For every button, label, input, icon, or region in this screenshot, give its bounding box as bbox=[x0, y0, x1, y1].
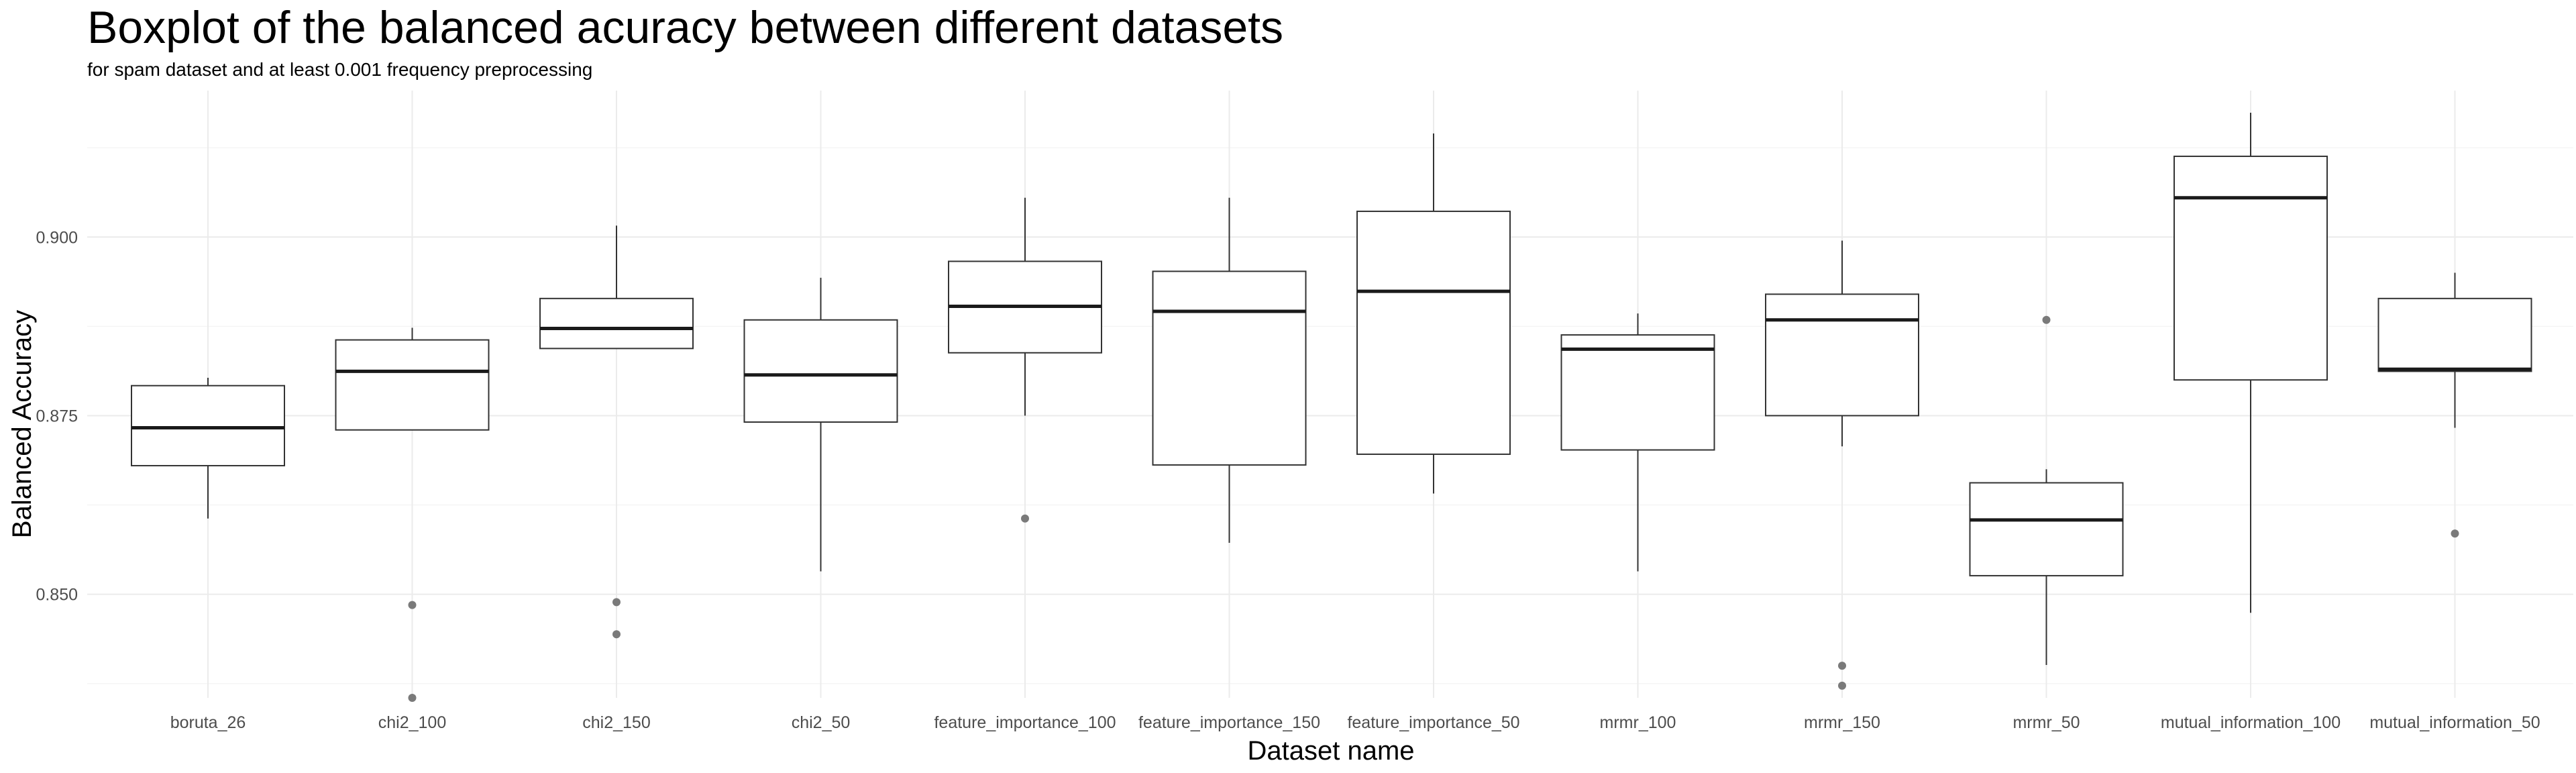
box-body bbox=[743, 319, 898, 423]
outlier-point bbox=[2042, 315, 2051, 324]
outlier-point bbox=[408, 694, 417, 702]
box-body bbox=[2174, 155, 2328, 381]
box-body bbox=[539, 297, 694, 350]
x-tick-label: mrmr_150 bbox=[1804, 713, 1880, 732]
y-axis-ticks: 0.850 0.875 0.900 bbox=[36, 228, 78, 604]
outlier-point bbox=[2451, 529, 2459, 538]
box-mutual_information_50 bbox=[2377, 272, 2532, 538]
box-feature_importance_150 bbox=[1152, 197, 1307, 543]
outlier-point bbox=[408, 601, 417, 609]
outlier-point bbox=[1021, 514, 1029, 523]
box-mrmr_150 bbox=[1765, 240, 1919, 690]
y-tick-label: 0.875 bbox=[36, 407, 78, 425]
box-mrmr_50 bbox=[1969, 315, 2124, 666]
x-tick-label: chi2_100 bbox=[378, 713, 446, 732]
outlier-point bbox=[1838, 681, 1846, 690]
box-mrmr_100 bbox=[1560, 313, 1715, 572]
x-tick-label: mutual_information_100 bbox=[2161, 713, 2341, 732]
box-chi2_150 bbox=[539, 225, 694, 639]
x-axis-title: Dataset name bbox=[1247, 736, 1414, 766]
x-tick-label: mutual_information_50 bbox=[2369, 713, 2540, 732]
box-boruta_26 bbox=[131, 378, 285, 519]
box-mutual_information_100 bbox=[2174, 113, 2328, 613]
outlier-point bbox=[1838, 662, 1846, 670]
box-chi2_50 bbox=[743, 277, 898, 572]
grid-minor-lines bbox=[87, 147, 2573, 684]
box-body bbox=[1560, 334, 1715, 451]
x-tick-label: feature_importance_100 bbox=[934, 713, 1116, 732]
y-tick-label: 0.850 bbox=[36, 586, 78, 605]
box-body bbox=[1765, 293, 1919, 417]
box-body bbox=[1356, 210, 1511, 455]
outlier-point bbox=[612, 630, 621, 639]
x-axis-ticks: boruta_26 chi2_100 chi2_150 chi2_50 feature_… bbox=[170, 713, 2540, 732]
outlier-point bbox=[612, 598, 621, 607]
x-tick-label: mrmr_50 bbox=[2012, 713, 2080, 732]
x-tick-label: boruta_26 bbox=[170, 713, 246, 732]
x-tick-label: feature_importance_50 bbox=[1347, 713, 1519, 732]
chart-subtitle: for spam dataset and at least 0.001 freq… bbox=[87, 59, 593, 80]
box-body bbox=[2377, 297, 2532, 372]
box-chi2_100 bbox=[335, 327, 490, 702]
box-feature_importance_100 bbox=[948, 197, 1102, 523]
boxes-layer bbox=[131, 113, 2532, 702]
y-tick-label: 0.900 bbox=[36, 228, 78, 247]
x-tick-label: feature_importance_150 bbox=[1138, 713, 1320, 732]
box-body bbox=[335, 339, 490, 431]
box-feature_importance_50 bbox=[1356, 133, 1511, 494]
box-body bbox=[131, 384, 285, 466]
x-tick-label: chi2_150 bbox=[582, 713, 650, 732]
x-tick-label: chi2_50 bbox=[792, 713, 851, 732]
box-body bbox=[1152, 270, 1307, 466]
chart-title: Boxplot of the balanced acuracy between … bbox=[87, 2, 1284, 53]
x-tick-label: mrmr_100 bbox=[1600, 713, 1676, 732]
box-body bbox=[1969, 482, 2124, 576]
y-axis-title: Balanced Accuracy bbox=[7, 310, 37, 538]
